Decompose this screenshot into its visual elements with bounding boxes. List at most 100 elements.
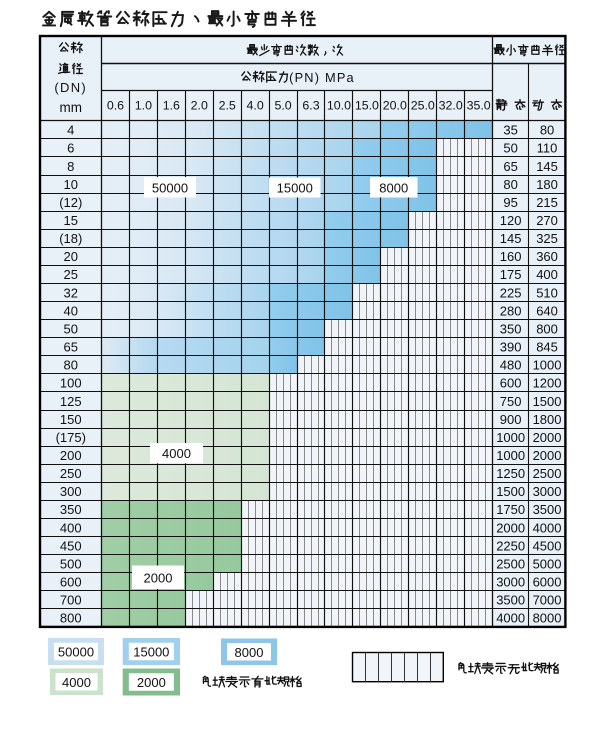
- svg-text:2000: 2000: [533, 448, 562, 463]
- svg-text:4.0: 4.0: [247, 99, 264, 113]
- svg-text:145: 145: [536, 159, 558, 174]
- svg-text:3000: 3000: [496, 575, 525, 590]
- svg-text:10.0: 10.0: [327, 99, 351, 113]
- svg-text:1500: 1500: [533, 394, 562, 409]
- svg-text:2.0: 2.0: [191, 99, 208, 113]
- svg-text:4: 4: [67, 123, 74, 138]
- svg-text:50: 50: [503, 141, 517, 156]
- svg-text:400: 400: [60, 520, 82, 535]
- svg-text:15000: 15000: [133, 645, 169, 660]
- svg-text:4500: 4500: [533, 538, 562, 553]
- svg-text:15: 15: [64, 213, 78, 228]
- svg-text:640: 640: [536, 303, 558, 318]
- svg-text:20: 20: [64, 249, 78, 264]
- svg-text:110: 110: [537, 141, 558, 156]
- svg-text:4000: 4000: [62, 675, 91, 690]
- svg-text:32: 32: [64, 285, 78, 300]
- svg-text:(175): (175): [56, 430, 86, 445]
- svg-text:160: 160: [500, 249, 522, 264]
- svg-text:800: 800: [60, 611, 82, 626]
- svg-text:1250: 1250: [496, 466, 525, 481]
- svg-text:0.6: 0.6: [107, 99, 124, 113]
- svg-text:280: 280: [500, 303, 522, 318]
- svg-text:600: 600: [500, 376, 522, 391]
- svg-text:1000: 1000: [533, 358, 562, 373]
- svg-text:1.0: 1.0: [135, 99, 152, 113]
- svg-text:300: 300: [60, 484, 82, 499]
- svg-text:2250: 2250: [496, 538, 525, 553]
- svg-text:10: 10: [64, 177, 78, 192]
- svg-text:200: 200: [60, 448, 82, 463]
- svg-text:1000: 1000: [496, 430, 525, 445]
- svg-text:80: 80: [64, 358, 78, 373]
- svg-text:3500: 3500: [533, 502, 562, 517]
- svg-text:350: 350: [500, 321, 522, 336]
- svg-text:(DN): (DN): [54, 80, 87, 95]
- svg-text:95: 95: [503, 195, 517, 210]
- svg-text:50: 50: [64, 321, 78, 336]
- svg-text:1800: 1800: [533, 412, 562, 427]
- svg-text:510: 510: [536, 285, 558, 300]
- svg-text:15.0: 15.0: [355, 99, 379, 113]
- svg-text:80: 80: [503, 177, 517, 192]
- svg-text:250: 250: [60, 466, 82, 481]
- svg-text:350: 350: [60, 502, 82, 517]
- svg-text:(18): (18): [59, 231, 82, 246]
- svg-text:175: 175: [500, 267, 522, 282]
- svg-text:(PN) MPa: (PN) MPa: [289, 70, 355, 85]
- svg-text:750: 750: [500, 394, 522, 409]
- svg-text:40: 40: [64, 303, 78, 318]
- svg-text:225: 225: [500, 285, 522, 300]
- svg-text:8000: 8000: [235, 645, 264, 660]
- svg-text:215: 215: [536, 195, 558, 210]
- svg-text:145: 145: [500, 231, 522, 246]
- svg-text:50000: 50000: [58, 645, 94, 660]
- svg-text:2000: 2000: [533, 430, 562, 445]
- svg-text:2000: 2000: [137, 675, 166, 690]
- svg-text:270: 270: [536, 213, 558, 228]
- svg-text:1000: 1000: [496, 448, 525, 463]
- svg-text:845: 845: [536, 340, 558, 355]
- svg-text:390: 390: [500, 340, 522, 355]
- svg-text:35.0: 35.0: [467, 99, 491, 113]
- svg-text:125: 125: [60, 394, 82, 409]
- svg-text:(12): (12): [59, 195, 82, 210]
- svg-text:5000: 5000: [533, 556, 562, 571]
- svg-text:8: 8: [67, 159, 74, 174]
- svg-text:480: 480: [500, 358, 522, 373]
- svg-text:15000: 15000: [277, 181, 313, 196]
- svg-text:1500: 1500: [496, 484, 525, 499]
- svg-text:6000: 6000: [533, 575, 562, 590]
- svg-text:1750: 1750: [496, 502, 525, 517]
- svg-text:180: 180: [536, 177, 558, 192]
- svg-text:80: 80: [540, 123, 554, 138]
- svg-text:25.0: 25.0: [411, 99, 435, 113]
- svg-text:65: 65: [503, 159, 517, 174]
- svg-text:6.3: 6.3: [302, 99, 319, 113]
- svg-text:2500: 2500: [496, 556, 525, 571]
- svg-text:2.5: 2.5: [219, 99, 236, 113]
- svg-text:7000: 7000: [533, 593, 562, 608]
- svg-text:100: 100: [60, 376, 82, 391]
- svg-text:1.6: 1.6: [163, 99, 180, 113]
- svg-text:360: 360: [536, 249, 558, 264]
- svg-text:900: 900: [500, 412, 522, 427]
- svg-text:20.0: 20.0: [383, 99, 407, 113]
- svg-text:120: 120: [500, 213, 522, 228]
- svg-text:32.0: 32.0: [439, 99, 463, 113]
- svg-text:8000: 8000: [379, 180, 408, 195]
- svg-text:8000: 8000: [533, 611, 562, 626]
- svg-text:150: 150: [60, 412, 82, 427]
- svg-text:35: 35: [503, 123, 517, 138]
- svg-text:1200: 1200: [533, 376, 562, 391]
- svg-text:2500: 2500: [533, 466, 562, 481]
- svg-text:500: 500: [60, 556, 82, 571]
- svg-text:2000: 2000: [496, 520, 525, 535]
- svg-text:50000: 50000: [152, 180, 188, 195]
- svg-text:800: 800: [536, 321, 558, 336]
- svg-text:600: 600: [60, 575, 82, 590]
- svg-text:4000: 4000: [162, 446, 191, 461]
- svg-text:mm: mm: [60, 100, 83, 115]
- svg-text:400: 400: [536, 267, 558, 282]
- svg-text:5.0: 5.0: [274, 99, 291, 113]
